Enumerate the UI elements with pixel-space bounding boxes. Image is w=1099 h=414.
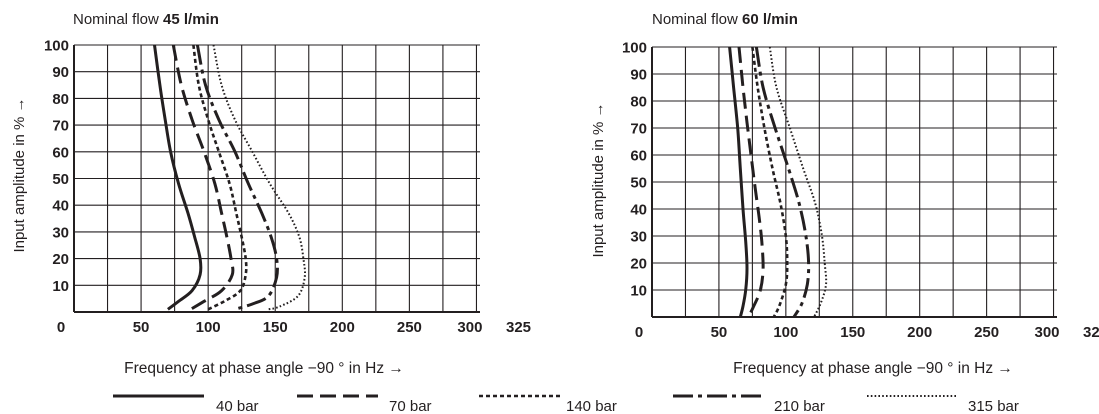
x-tick-label: 200: [330, 319, 355, 336]
series-line-315-bar: [212, 44, 307, 311]
x-tick-label: 325: [1083, 324, 1099, 341]
y-tick-label: 30: [52, 224, 69, 241]
y-tick-label: 40: [52, 198, 69, 215]
y-tick-label: 50: [52, 171, 69, 188]
series-line-70-bar: [171, 44, 235, 311]
y-tick-label: 80: [52, 91, 69, 108]
series-line-40-bar: [728, 46, 749, 318]
y-tick-label: 40: [630, 202, 647, 219]
x-axis-label: Frequency at phase angle −90 ° in Hz →: [124, 360, 404, 377]
y-tick-label: 20: [52, 251, 69, 268]
y-tick-label: 90: [630, 67, 647, 84]
legend: 40 bar 70 bar 140 bar 210 bar 315 bar: [113, 394, 1019, 414]
legend-label: 210 bar: [774, 398, 825, 414]
series-line-70-bar: [737, 46, 765, 318]
chart-title: Nominal flow 45 l/min: [73, 11, 219, 28]
x-tick-label: 250: [974, 324, 999, 341]
y-tick-label: 90: [52, 64, 69, 81]
y-tick-label: 30: [630, 229, 647, 246]
x-tick-label: 250: [397, 319, 422, 336]
y-tick-label: 60: [630, 148, 647, 165]
y-tick-label: 10: [630, 283, 647, 300]
x-tick-label: 150: [840, 324, 865, 341]
chart-45-l-min: Nominal flow 45 l/min Input amplitude in…: [11, 11, 531, 377]
x-tick-label: 100: [773, 324, 798, 341]
x-tick-label: 200: [907, 324, 932, 341]
y-tick-label: 70: [630, 121, 647, 138]
y-tick-label: 70: [52, 118, 69, 135]
y-tick-label: 80: [630, 94, 647, 111]
x-tick-label: 50: [711, 324, 728, 341]
chart-60-l-min: Nominal flow 60 l/min Input amplitude in…: [590, 11, 1099, 377]
y-tick-label: 100: [622, 40, 647, 57]
x-tick-label: 300: [1035, 324, 1060, 341]
series-line-140-bar: [751, 46, 789, 318]
y-axis-label: Input amplitude in % →: [590, 102, 607, 257]
y-tick-label: 50: [630, 175, 647, 192]
x-tick-label: 100: [196, 319, 221, 336]
x-tick-label: 50: [133, 319, 150, 336]
series-line-315-bar: [768, 46, 828, 318]
x-tick-label: 325: [506, 319, 531, 336]
x-tick-label: 150: [263, 319, 288, 336]
x-tick-label: 300: [457, 319, 482, 336]
legend-label: 40 bar: [216, 398, 259, 414]
x-tick-label: 0: [57, 319, 65, 336]
y-tick-label: 10: [52, 278, 69, 295]
x-tick-label: 0: [635, 324, 643, 341]
series-line-210-bar: [754, 46, 811, 318]
y-tick-label: 100: [44, 38, 69, 55]
series-line-140-bar: [192, 44, 248, 311]
legend-label: 315 bar: [968, 398, 1019, 414]
y-tick-label: 20: [630, 256, 647, 273]
legend-label: 140 bar: [566, 398, 617, 414]
x-axis-label: Frequency at phase angle −90 ° in Hz →: [733, 360, 1013, 377]
series-line-210-bar: [195, 44, 279, 311]
chart-title: Nominal flow 60 l/min: [652, 11, 798, 28]
y-axis-label: Input amplitude in % →: [11, 97, 28, 252]
series-line-40-bar: [153, 44, 203, 311]
y-tick-label: 60: [52, 144, 69, 161]
legend-label: 70 bar: [389, 398, 432, 414]
